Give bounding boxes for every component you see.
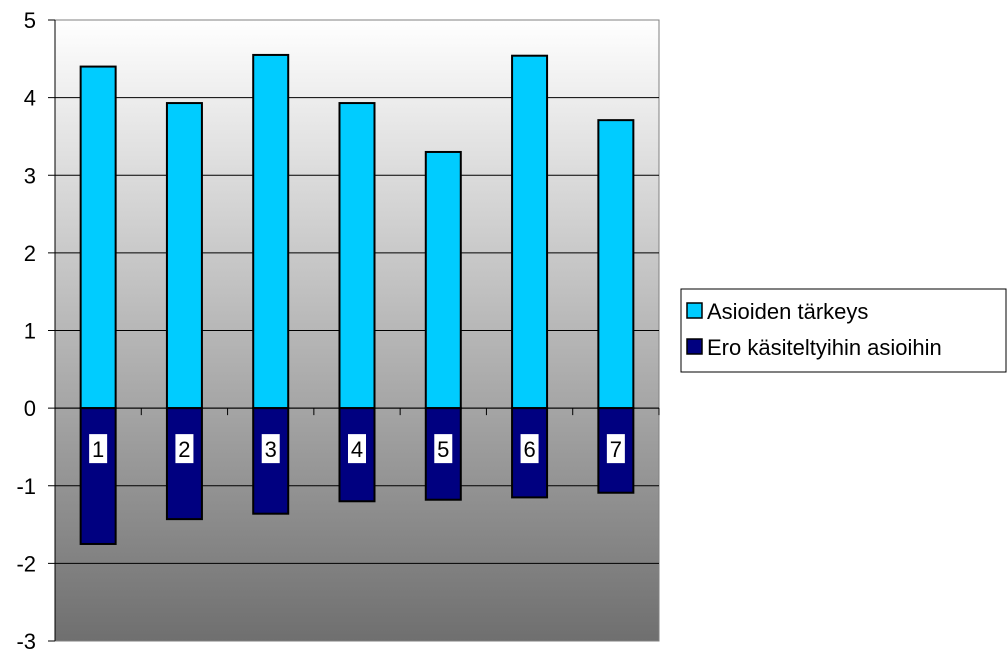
category-label-box [606, 434, 625, 464]
category-label-box [520, 434, 539, 464]
category-label-box [348, 434, 366, 464]
y-tick-label: 5 [24, 8, 36, 33]
category-label: 4 [351, 437, 363, 462]
category-label: 1 [92, 437, 104, 462]
category-label: 2 [178, 437, 190, 462]
bar-importance [79, 65, 117, 410]
legend-swatch [686, 302, 703, 319]
bar-importance [338, 102, 376, 410]
legend: Asioiden tärkeys Ero käsiteltyihin asioih… [680, 288, 1007, 373]
y-tick-label: 4 [24, 86, 36, 111]
category-label: 7 [610, 437, 622, 462]
y-tick-label: -1 [16, 474, 36, 499]
category-label-box [175, 434, 194, 464]
y-tick-label: 1 [24, 319, 36, 344]
bar-importance [597, 119, 635, 410]
bars: 1 2 3 4 5 6 7 [79, 53, 635, 545]
bar-difference [79, 407, 117, 545]
bar-importance [165, 102, 203, 410]
bar-difference [165, 407, 203, 521]
category-label-box [89, 434, 108, 464]
category-label: 6 [523, 437, 535, 462]
axes: -3 -2 -1 0 1 2 3 4 5 [16, 8, 660, 652]
bar-importance [252, 53, 290, 410]
category-label: 5 [437, 437, 449, 462]
legend-label: Asioiden tärkeys [707, 299, 868, 324]
legend-box [680, 288, 1007, 373]
y-tick-label: 3 [24, 163, 36, 188]
y-tick-label: -2 [16, 551, 36, 576]
category-label-box [434, 434, 453, 464]
legend-label: Ero käsiteltyihin asioihin [707, 335, 942, 360]
bar-importance [424, 150, 462, 410]
y-tick-label: 0 [24, 396, 36, 421]
y-tick-label: -3 [16, 629, 36, 652]
y-tick-label: 2 [24, 241, 36, 266]
legend-swatch [686, 338, 703, 355]
category-label: 3 [265, 437, 277, 462]
bar-importance [511, 54, 549, 410]
category-label-box [261, 434, 280, 464]
